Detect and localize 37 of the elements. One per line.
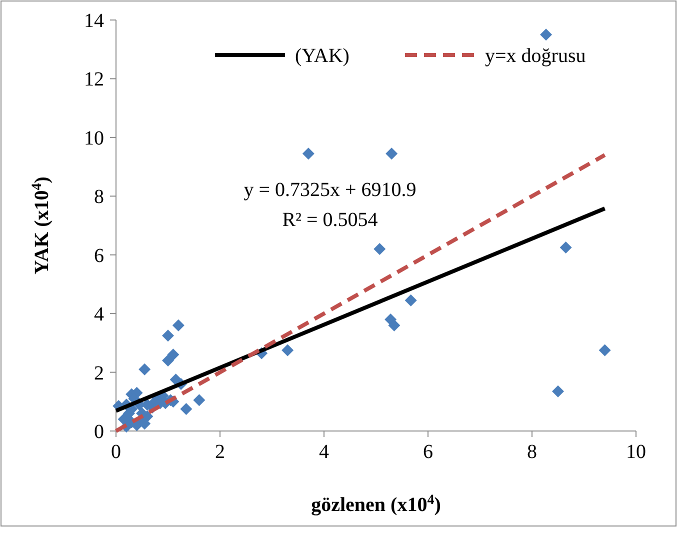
y-tick-label: 2 <box>94 362 104 384</box>
point <box>193 394 206 406</box>
point <box>118 413 130 426</box>
x-axis-title: gözlenen (x10$^{4}$) <box>311 492 441 516</box>
point <box>388 319 400 332</box>
point <box>404 294 417 306</box>
point <box>282 344 294 356</box>
annotation: y = 0.7325x + 6910.9 <box>244 179 416 201</box>
y-tick-label: 8 <box>94 186 104 208</box>
point <box>374 242 386 255</box>
legend-label: y=x doğrusu <box>485 45 586 67</box>
x-tick-label: 10 <box>626 441 646 463</box>
x-tick-label: 0 <box>111 441 121 463</box>
point <box>386 148 398 160</box>
point <box>162 354 174 367</box>
point <box>552 385 564 398</box>
y-tick-label: 4 <box>94 304 104 326</box>
legend-label: (YAK) <box>295 45 350 67</box>
y-tick-label: 14 <box>84 10 104 32</box>
x-tick-label: 6 <box>423 441 433 463</box>
point <box>180 402 192 415</box>
x-tick-label: 2 <box>215 441 225 463</box>
point <box>598 344 611 356</box>
point <box>167 348 180 361</box>
point <box>138 363 151 376</box>
annotation: R² = 0.5054 <box>282 209 378 231</box>
y-tick-label: 6 <box>94 244 104 267</box>
y-tick-label: 10 <box>84 127 104 150</box>
x-tick-label: 4 <box>319 441 329 463</box>
y-tick-label: 12 <box>84 68 104 91</box>
x-tick-label: 8 <box>527 441 537 463</box>
y-tick-label: 0 <box>94 421 104 443</box>
point <box>560 242 572 254</box>
point <box>302 148 314 160</box>
point <box>540 28 552 41</box>
point <box>172 319 184 332</box>
point <box>162 330 174 342</box>
